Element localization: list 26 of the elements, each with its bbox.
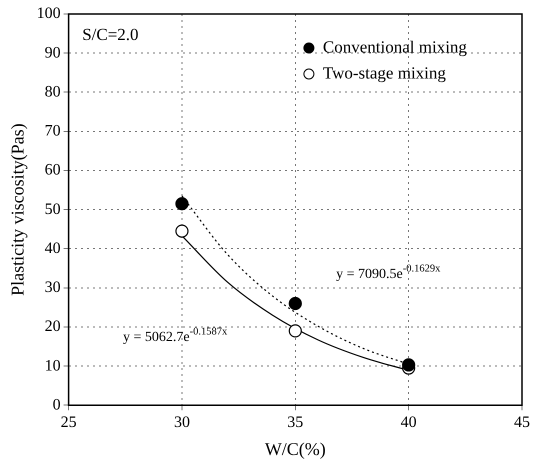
point — [288, 324, 302, 338]
x-tick-label: 25 — [60, 414, 77, 432]
x-axis-title: W/C(%) — [264, 438, 326, 459]
y-tick-label: 20 — [44, 318, 61, 336]
point — [175, 224, 189, 238]
x-tick-label: 45 — [514, 414, 530, 432]
annotation: S/C=2.0 — [82, 24, 139, 44]
y-tick-label: 70 — [44, 122, 61, 140]
y-tick-label: 10 — [44, 357, 61, 374]
point — [402, 358, 416, 372]
x-tick-label: 30 — [174, 414, 190, 432]
y-tick-label: 0 — [52, 396, 61, 414]
point — [288, 296, 302, 310]
legend-label: Two-stage mixing — [322, 63, 446, 82]
x-tick-label: 40 — [400, 414, 417, 432]
y-tick-label: 30 — [44, 279, 61, 296]
y-axis-title: Plasticity viscosity(Pas) — [8, 123, 28, 296]
y-tick-label: 40 — [44, 240, 61, 257]
y-tick-label: 90 — [44, 44, 61, 62]
legend-label: Conventional mixing — [322, 37, 468, 56]
y-tick-label: 100 — [36, 5, 61, 22]
point — [175, 197, 189, 210]
y-tick-label: 50 — [44, 200, 61, 218]
y-tick-label: 80 — [44, 83, 61, 100]
y-tick-label: 60 — [44, 162, 61, 179]
x-tick-label: 35 — [287, 414, 304, 432]
